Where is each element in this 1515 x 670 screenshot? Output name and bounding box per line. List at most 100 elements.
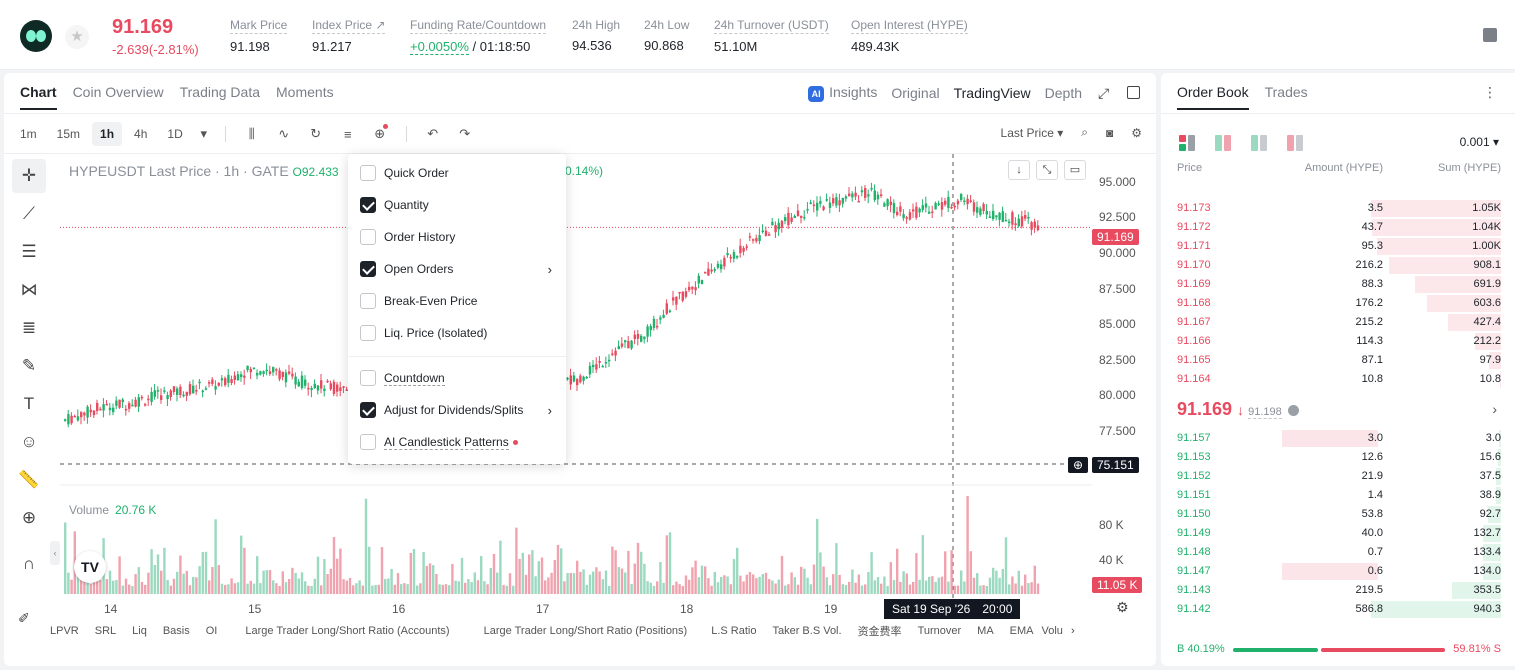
measure-tool-icon[interactable]: 📏: [18, 470, 40, 489]
candle-type-icon[interactable]: ⫼: [248, 126, 255, 141]
stat-24h-turnover[interactable]: 24h Turnover (USDT) 51.10M: [714, 18, 829, 54]
tab-original[interactable]: Original: [891, 85, 940, 101]
mode-bids-icon[interactable]: [1251, 135, 1267, 151]
trendline-tool-icon[interactable]: ⟋: [23, 204, 35, 223]
indicator-taker-bs-vol[interactable]: Taker B.S Vol.: [772, 625, 842, 637]
tab-chart[interactable]: Chart: [20, 84, 57, 110]
tradingview-logo-icon[interactable]: TV: [74, 551, 106, 583]
bid-row[interactable]: 91.152 21.9 37.5: [1161, 467, 1515, 486]
stat-mark-price[interactable]: Mark Price 91.198: [230, 18, 288, 54]
pattern-tool-icon[interactable]: ⋈: [20, 280, 38, 299]
checkbox[interactable]: [360, 293, 376, 309]
ask-row[interactable]: 91.172 43.7 1.04K: [1161, 218, 1515, 237]
tab-depth[interactable]: Depth: [1044, 85, 1082, 101]
bid-row[interactable]: 91.142 586.8 940.3: [1161, 600, 1515, 619]
indicators-icon[interactable]: ∿: [278, 126, 290, 141]
mode-both-icon[interactable]: [1179, 135, 1195, 151]
template-icon[interactable]: ≡: [343, 126, 352, 142]
ask-row[interactable]: 91.167 215.2 427.4: [1161, 313, 1515, 332]
camera-icon[interactable]: ◙: [1105, 125, 1114, 140]
dd-quick-order[interactable]: Quick Order: [348, 159, 566, 187]
ask-row[interactable]: 91.170 216.2 908.1: [1161, 256, 1515, 275]
dd-order-history[interactable]: Order History: [348, 223, 566, 251]
price-type-select[interactable]: Last Price ▾: [1000, 125, 1064, 140]
zoom-tool-icon[interactable]: ⊕: [21, 508, 37, 527]
bid-row[interactable]: 91.143 219.5 353.5: [1161, 581, 1515, 600]
indicator-ls-ratio[interactable]: L.S Ratio: [711, 625, 757, 637]
stat-index-price[interactable]: Index Price ↗ 91.217: [312, 18, 386, 54]
window-icon[interactable]: [1127, 86, 1140, 99]
timeframe-dropdown-icon[interactable]: ▾: [200, 126, 207, 141]
text-tool-icon[interactable]: T: [23, 394, 35, 413]
ask-row[interactable]: 91.165 87.1 97.9: [1161, 351, 1515, 370]
bid-row[interactable]: 91.153 12.6 15.6: [1161, 448, 1515, 467]
ask-row[interactable]: 91.166 114.3 212.2: [1161, 332, 1515, 351]
bid-row[interactable]: 91.157 3.0 3.0: [1161, 429, 1515, 448]
dd-break-even-price[interactable]: Break-Even Price: [348, 287, 566, 315]
indicator-ma[interactable]: MA: [977, 625, 994, 637]
indicator-liq[interactable]: Liq: [132, 625, 147, 637]
emoji-tool-icon[interactable]: ☺: [20, 432, 38, 451]
tab-coin-overview[interactable]: Coin Overview: [72, 84, 164, 100]
timeframe-15m[interactable]: 15m: [56, 127, 81, 141]
precision-select[interactable]: 0.001 ▾: [1459, 135, 1499, 149]
crosshair-tool-icon[interactable]: ✛: [12, 159, 46, 193]
candlestick-chart[interactable]: [60, 154, 1100, 614]
tab-moments[interactable]: Moments: [276, 84, 334, 100]
bid-row[interactable]: 91.149 40.0 132.7: [1161, 524, 1515, 543]
mode-asks-both-icon[interactable]: [1215, 135, 1231, 151]
bid-row[interactable]: 91.147 0.6 134.0: [1161, 562, 1515, 581]
ask-row[interactable]: 91.173 3.5 1.05K: [1161, 199, 1515, 218]
indicator-large-trader-accounts[interactable]: Large Trader Long/Short Ratio (Accounts): [245, 625, 450, 637]
axis-settings-icon[interactable]: ⚙: [1116, 599, 1129, 615]
checkbox[interactable]: [360, 197, 376, 213]
search-icon[interactable]: ⌕: [1081, 125, 1088, 139]
checkbox[interactable]: [360, 402, 376, 418]
tab-insights[interactable]: AI Insights: [808, 84, 877, 102]
timeframe-1d[interactable]: 1D: [167, 127, 183, 141]
settings-gear-icon[interactable]: ⚙: [1131, 125, 1142, 140]
indicator-large-trader-positions[interactable]: Large Trader Long/Short Ratio (Positions…: [483, 625, 688, 637]
more-options-icon[interactable]: ⋮: [1483, 84, 1497, 100]
ask-row[interactable]: 91.168 176.2 603.6: [1161, 294, 1515, 313]
indicator-oi[interactable]: OI: [205, 625, 218, 637]
timeframe-1m[interactable]: 1m: [20, 127, 37, 141]
book-icon[interactable]: [1483, 28, 1497, 42]
bid-row[interactable]: 91.150 53.8 92.7: [1161, 505, 1515, 524]
indicator-funding-rate[interactable]: 资金费率: [857, 626, 902, 638]
dd-open-orders[interactable]: Open Orders ›: [348, 255, 566, 283]
tab-trades[interactable]: Trades: [1264, 84, 1308, 100]
indicator-basis[interactable]: Basis: [162, 625, 190, 637]
chevron-right-icon[interactable]: ›: [1070, 625, 1075, 637]
mode-asks-icon[interactable]: [1287, 135, 1303, 151]
brush-tool-icon[interactable]: ✎: [21, 356, 37, 375]
ask-row[interactable]: 91.169 88.3 691.9: [1161, 275, 1515, 294]
indicator-volume[interactable]: Volu: [1041, 625, 1063, 637]
dd-ai-candlestick[interactable]: AI Candlestick Patterns: [348, 428, 566, 456]
tab-order-book[interactable]: Order Book: [1177, 84, 1249, 110]
fib-tool-icon[interactable]: ≣: [21, 318, 37, 337]
mid-price[interactable]: 91.169 ↓ 91.198: [1177, 399, 1299, 420]
timeframe-1h[interactable]: 1h: [92, 122, 123, 146]
stat-funding-rate[interactable]: Funding Rate/Countdown +0.0050% / 01:18:…: [410, 18, 547, 55]
indicator-ema[interactable]: EMA: [1009, 625, 1034, 637]
checkbox[interactable]: [360, 229, 376, 245]
undo-icon[interactable]: ↶: [427, 126, 439, 141]
dd-quantity[interactable]: Quantity: [348, 191, 566, 219]
checkbox[interactable]: [360, 325, 376, 341]
indicator-lpvr[interactable]: LPVR: [50, 625, 79, 637]
dd-adjust-dividends[interactable]: Adjust for Dividends/Splits ›: [348, 396, 566, 424]
checkbox[interactable]: [360, 261, 376, 277]
scroll-down-icon[interactable]: ↓: [1008, 160, 1030, 180]
tab-tradingview[interactable]: TradingView: [953, 85, 1031, 101]
ruler-icon[interactable]: ✐: [18, 610, 30, 626]
dd-liq-price[interactable]: Liq. Price (Isolated): [348, 319, 566, 347]
indicator-srl[interactable]: SRL: [94, 625, 117, 637]
redo-icon[interactable]: ↷: [459, 126, 471, 141]
ask-row[interactable]: 91.164 10.8 10.8: [1161, 370, 1515, 389]
collapse-pane-icon[interactable]: ⤡: [1036, 160, 1058, 180]
favorite-star-icon[interactable]: ★: [65, 25, 89, 49]
checkbox[interactable]: [360, 434, 376, 450]
collapse-toolbar-icon[interactable]: ‹: [50, 541, 60, 565]
checkbox[interactable]: [360, 370, 376, 386]
